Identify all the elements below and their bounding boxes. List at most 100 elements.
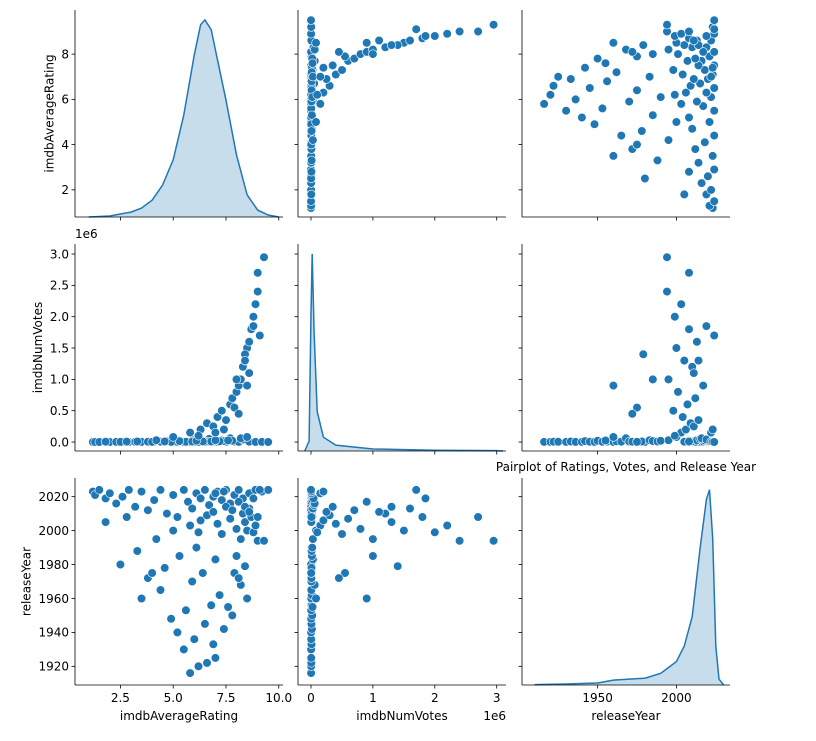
y-axis-label: imdbNumVotes bbox=[31, 302, 45, 394]
scatter-point bbox=[234, 497, 244, 507]
scatter-point bbox=[210, 554, 220, 565]
scatter-point bbox=[263, 485, 273, 495]
scatter-point bbox=[204, 500, 214, 510]
scatter-point bbox=[242, 432, 252, 442]
scatter-point bbox=[193, 527, 204, 537]
scatter-point bbox=[136, 487, 147, 497]
y-tick-label: 0.0 bbox=[50, 435, 69, 449]
scatter-point bbox=[318, 487, 329, 497]
scatter-point bbox=[570, 94, 581, 104]
kde-line bbox=[534, 489, 725, 686]
scatter-point bbox=[701, 87, 712, 98]
scatter-point bbox=[210, 488, 220, 498]
scatter-point bbox=[227, 393, 237, 403]
scatter-point bbox=[698, 47, 708, 57]
scatter-point bbox=[340, 568, 350, 578]
y-tick-label: 1980 bbox=[38, 558, 69, 572]
scatter-point bbox=[585, 83, 595, 93]
scatter-point bbox=[386, 517, 397, 527]
scatter-point bbox=[250, 299, 261, 309]
scatter-point bbox=[206, 600, 216, 610]
scatter-point bbox=[117, 492, 128, 502]
scatter-point bbox=[399, 525, 409, 536]
y-tick-label: 4 bbox=[61, 138, 69, 152]
scatter-point bbox=[362, 497, 372, 507]
scatter-point bbox=[200, 619, 210, 629]
x-tick-label: 3 bbox=[493, 691, 501, 705]
scatter-point bbox=[349, 505, 359, 515]
x-offset-label: 1e6 bbox=[483, 709, 506, 723]
scatter-point bbox=[328, 502, 338, 512]
y-tick-label: 2 bbox=[61, 183, 69, 197]
kde-area bbox=[304, 253, 503, 451]
scatter-point bbox=[307, 155, 317, 165]
scatter-point bbox=[105, 488, 115, 498]
panel bbox=[294, 244, 506, 455]
scatter-point bbox=[318, 515, 329, 526]
scatter-point bbox=[200, 485, 210, 495]
scatter-point bbox=[386, 502, 397, 512]
scatter-point bbox=[701, 321, 712, 331]
scatter-point bbox=[227, 505, 237, 515]
scatter-point bbox=[681, 87, 691, 98]
scatter-point bbox=[240, 517, 250, 527]
scatter-point bbox=[306, 512, 317, 522]
scatter-point bbox=[362, 593, 372, 604]
scatter-point bbox=[690, 393, 700, 403]
scatter-point bbox=[417, 512, 428, 522]
scatter-point bbox=[242, 593, 252, 604]
scatter-point bbox=[632, 140, 642, 150]
x-tick-label: 1 bbox=[369, 691, 377, 705]
scatter-point bbox=[668, 65, 678, 75]
x-tick-label: 5.0 bbox=[164, 691, 183, 705]
scatter-point bbox=[234, 573, 244, 583]
scatter-point bbox=[602, 76, 612, 86]
scatter-point bbox=[151, 435, 161, 445]
scatter-point bbox=[259, 252, 269, 262]
scatter-point bbox=[700, 137, 710, 147]
scatter-point bbox=[111, 498, 121, 509]
x-tick-label: 7.5 bbox=[216, 691, 235, 705]
scatter-point bbox=[682, 56, 693, 66]
scatter-point bbox=[151, 534, 161, 544]
scatter-point bbox=[307, 110, 317, 120]
scatter-point bbox=[240, 561, 250, 571]
y-tick-label: 3.0 bbox=[50, 247, 69, 261]
scatter-point bbox=[223, 602, 233, 612]
scatter-point bbox=[244, 368, 254, 378]
scatter-point bbox=[100, 517, 111, 527]
scatter-point bbox=[122, 512, 132, 522]
scatter-point bbox=[695, 78, 705, 89]
scatter-point bbox=[147, 568, 157, 578]
scatter-point bbox=[684, 268, 694, 278]
scatter-point bbox=[600, 58, 611, 68]
scatter-point bbox=[405, 35, 415, 46]
y-tick-label: 8 bbox=[61, 47, 69, 61]
scatter-point bbox=[217, 406, 227, 416]
kde-line bbox=[304, 253, 503, 452]
scatter-point bbox=[202, 658, 212, 668]
scatter-point bbox=[244, 507, 254, 517]
y-tick-label: 1.0 bbox=[50, 373, 69, 387]
scatter-point bbox=[306, 189, 316, 199]
scatter-point bbox=[709, 83, 719, 93]
scatter-point bbox=[253, 268, 263, 278]
scatter-point bbox=[231, 524, 242, 534]
scatter-point bbox=[155, 485, 166, 495]
scatter-point bbox=[592, 53, 603, 64]
scatter-point bbox=[208, 639, 218, 649]
scatter-point bbox=[221, 415, 231, 425]
scatter-point bbox=[693, 415, 704, 425]
scatter-point bbox=[212, 519, 223, 529]
scatter-point bbox=[684, 437, 694, 447]
scatter-point bbox=[489, 536, 499, 546]
scatter-point bbox=[306, 485, 316, 495]
scatter-point bbox=[684, 167, 694, 177]
scatter-point bbox=[160, 563, 170, 573]
panel bbox=[518, 10, 730, 221]
scatter-point bbox=[168, 525, 178, 536]
y-tick-label: 1960 bbox=[38, 592, 69, 606]
scatter-point bbox=[709, 164, 719, 175]
scatter-point bbox=[374, 35, 384, 46]
scatter-point bbox=[227, 610, 237, 621]
